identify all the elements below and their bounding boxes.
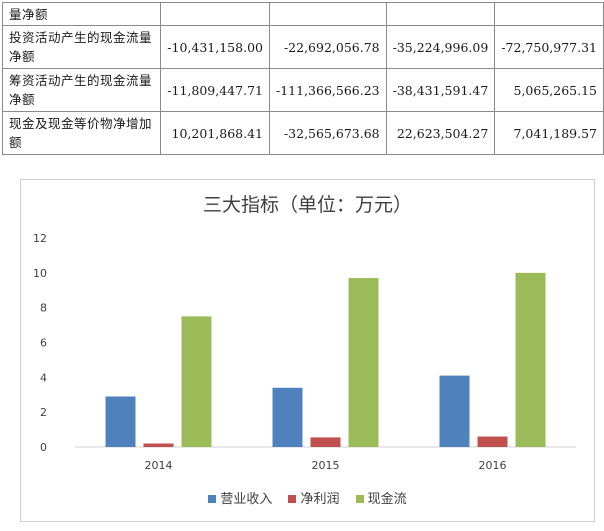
legend-item: 净利润 bbox=[288, 488, 340, 507]
y-tick-label: 10 bbox=[33, 267, 47, 280]
table-row: 现金及现金等价物净增加额 10,201,868.41 -32,565,673.6… bbox=[1, 111, 604, 155]
bar-revenue bbox=[105, 396, 136, 447]
y-tick-label: 4 bbox=[40, 371, 47, 384]
chart-plot: 0 2 4 6 8 10 12 2014 2015 2016 bbox=[33, 232, 576, 472]
table-cell: 7,041,189.57 bbox=[494, 111, 604, 155]
table-cell: 5,065,265.15 bbox=[494, 68, 604, 112]
table-row: 筹资活动产生的现金流量净额 -11,809,447.71 -111,366,56… bbox=[1, 68, 604, 112]
table-cell: 10,201,868.41 bbox=[160, 111, 270, 155]
bar-net-profit bbox=[143, 443, 174, 447]
x-tick-label: 2014 bbox=[145, 459, 173, 472]
y-tick-label: 12 bbox=[33, 232, 47, 245]
chart-title: 三大指标（单位：万元） bbox=[202, 194, 412, 216]
table-cell: -72,750,977.31 bbox=[494, 25, 604, 69]
table-cell: -22,692,056.78 bbox=[268, 25, 387, 69]
table-row: 投资活动产生的现金流量净额 -10,431,158.00 -22,692,056… bbox=[1, 25, 604, 69]
chart-legend: 营业收入 净利润 现金流 bbox=[21, 488, 594, 507]
table-cell bbox=[494, 2, 604, 26]
y-tick-label: 0 bbox=[40, 441, 47, 454]
bar-cash-flow bbox=[348, 278, 379, 447]
table-cell: 22,623,504.27 bbox=[385, 111, 496, 155]
legend-item: 现金流 bbox=[355, 488, 407, 507]
bar-cash-flow bbox=[181, 316, 212, 447]
bar-chart: 三大指标（单位：万元） 0 2 4 6 8 10 12 2014 2015 2016 营业收入 净… bbox=[20, 179, 595, 522]
legend-swatch bbox=[208, 495, 217, 503]
legend-label: 营业收入 bbox=[220, 492, 273, 507]
bar-cash-flow bbox=[515, 272, 546, 447]
table-cell: -10,431,158.00 bbox=[160, 25, 270, 69]
legend-item: 营业收入 bbox=[208, 488, 272, 507]
table-cell: -35,224,996.09 bbox=[385, 25, 496, 69]
row-label: 现金及现金等价物净增加额 bbox=[1, 111, 162, 155]
legend-swatch bbox=[288, 495, 297, 503]
bar-revenue bbox=[439, 375, 470, 447]
bar-revenue bbox=[272, 387, 303, 447]
y-tick-label: 2 bbox=[40, 406, 47, 419]
legend-label: 净利润 bbox=[300, 492, 340, 507]
table-cell: -38,431,591.47 bbox=[385, 68, 496, 112]
bar-net-profit bbox=[310, 437, 341, 447]
bar-net-profit bbox=[477, 436, 508, 447]
legend-swatch bbox=[355, 495, 364, 503]
y-tick-label: 6 bbox=[40, 337, 47, 350]
row-label: 量净额 bbox=[1, 2, 162, 26]
table-cell bbox=[160, 2, 270, 26]
table-cell: -111,366,566.23 bbox=[268, 68, 387, 112]
row-label: 筹资活动产生的现金流量净额 bbox=[1, 68, 162, 112]
table-row: 量净额 bbox=[1, 2, 604, 26]
x-tick-label: 2015 bbox=[312, 459, 340, 472]
table-cell: -32,565,673.68 bbox=[268, 111, 387, 155]
x-tick-label: 2016 bbox=[479, 459, 507, 472]
cash-flow-table: 量净额 投资活动产生的现金流量净额 -10,431,158.00 -22,692… bbox=[1, 2, 604, 155]
table-cell: -11,809,447.71 bbox=[160, 68, 270, 112]
table-cell bbox=[268, 2, 387, 26]
legend-label: 现金流 bbox=[367, 492, 407, 507]
table-cell bbox=[385, 2, 496, 26]
y-tick-label: 8 bbox=[40, 302, 47, 315]
row-label: 投资活动产生的现金流量净额 bbox=[1, 25, 162, 69]
